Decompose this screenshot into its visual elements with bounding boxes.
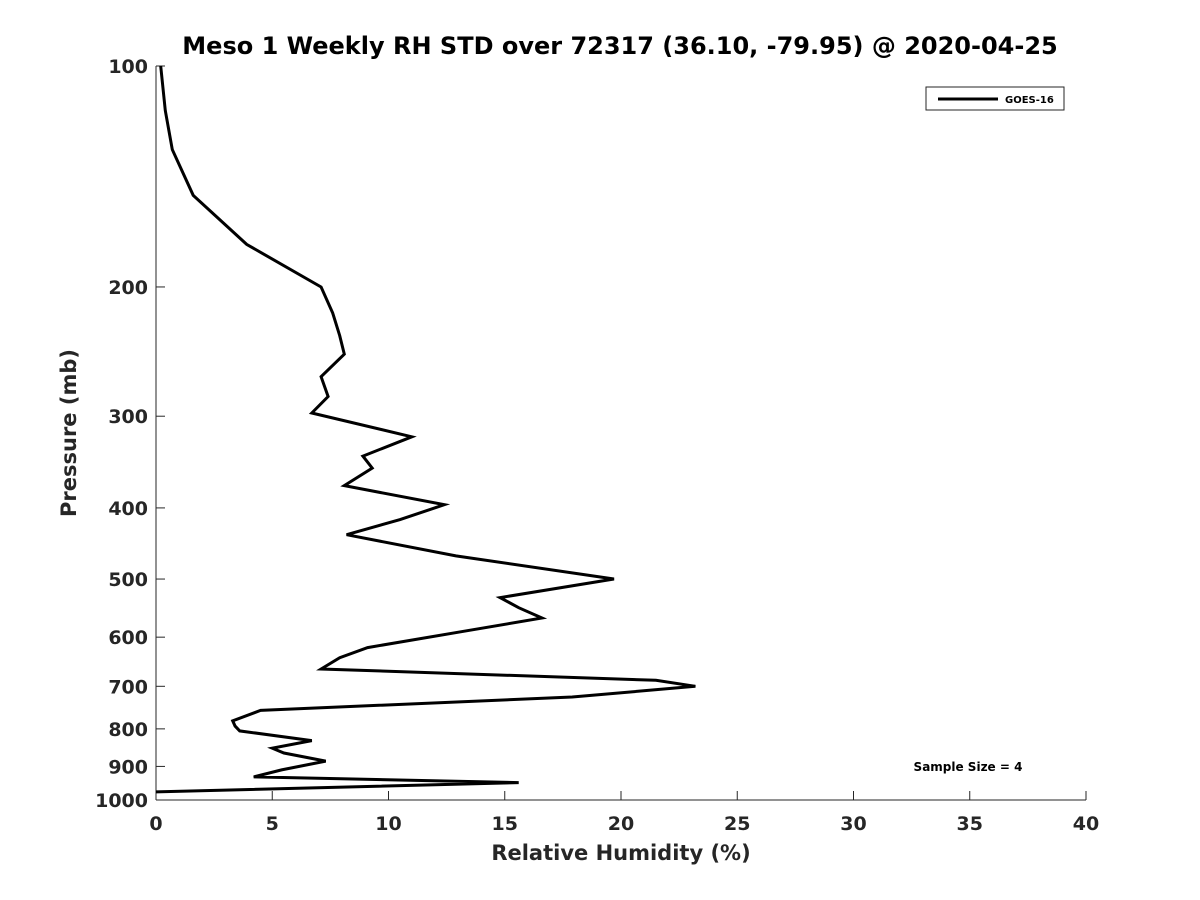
y-tick-label: 800 xyxy=(108,719,148,741)
y-tick-label: 200 xyxy=(108,277,148,299)
plot-axes xyxy=(155,66,1086,801)
y-tick-label: 500 xyxy=(108,569,148,591)
x-axis-ticks: 0 5 10 15 20 25 30 35 40 xyxy=(149,791,1099,835)
y-tick-label: 400 xyxy=(108,498,148,520)
series-line-goes-16 xyxy=(155,65,696,794)
series-layer xyxy=(155,65,696,794)
x-tick-label: 35 xyxy=(957,813,983,835)
y-tick-label: 100 xyxy=(108,56,148,78)
x-tick-label: 15 xyxy=(492,813,518,835)
y-tick-label: 1000 xyxy=(95,790,148,812)
y-tick-label: 600 xyxy=(108,627,148,649)
x-tick-label: 40 xyxy=(1073,813,1099,835)
x-axis-label: Relative Humidity (%) xyxy=(491,841,750,865)
chart-title: Meso 1 Weekly RH STD over 72317 (36.10, … xyxy=(182,32,1057,60)
x-tick-label: 0 xyxy=(149,813,162,835)
y-axis-label: Pressure (mb) xyxy=(57,349,81,517)
legend-label-goes-16: GOES-16 xyxy=(1005,95,1054,106)
x-tick-label: 20 xyxy=(608,813,634,835)
sample-size-annotation: Sample Size = 4 xyxy=(914,760,1023,774)
y-tick-label: 900 xyxy=(108,756,148,778)
y-axis-ticks: 100 200 300 400 500 600 700 800 900 1000 xyxy=(95,56,165,812)
x-tick-label: 30 xyxy=(840,813,866,835)
legend: GOES-16 xyxy=(925,86,1065,111)
x-tick-label: 25 xyxy=(724,813,750,835)
x-tick-label: 10 xyxy=(375,813,401,835)
y-tick-label: 300 xyxy=(108,406,148,428)
y-tick-label: 700 xyxy=(108,676,148,698)
x-tick-label: 5 xyxy=(266,813,279,835)
